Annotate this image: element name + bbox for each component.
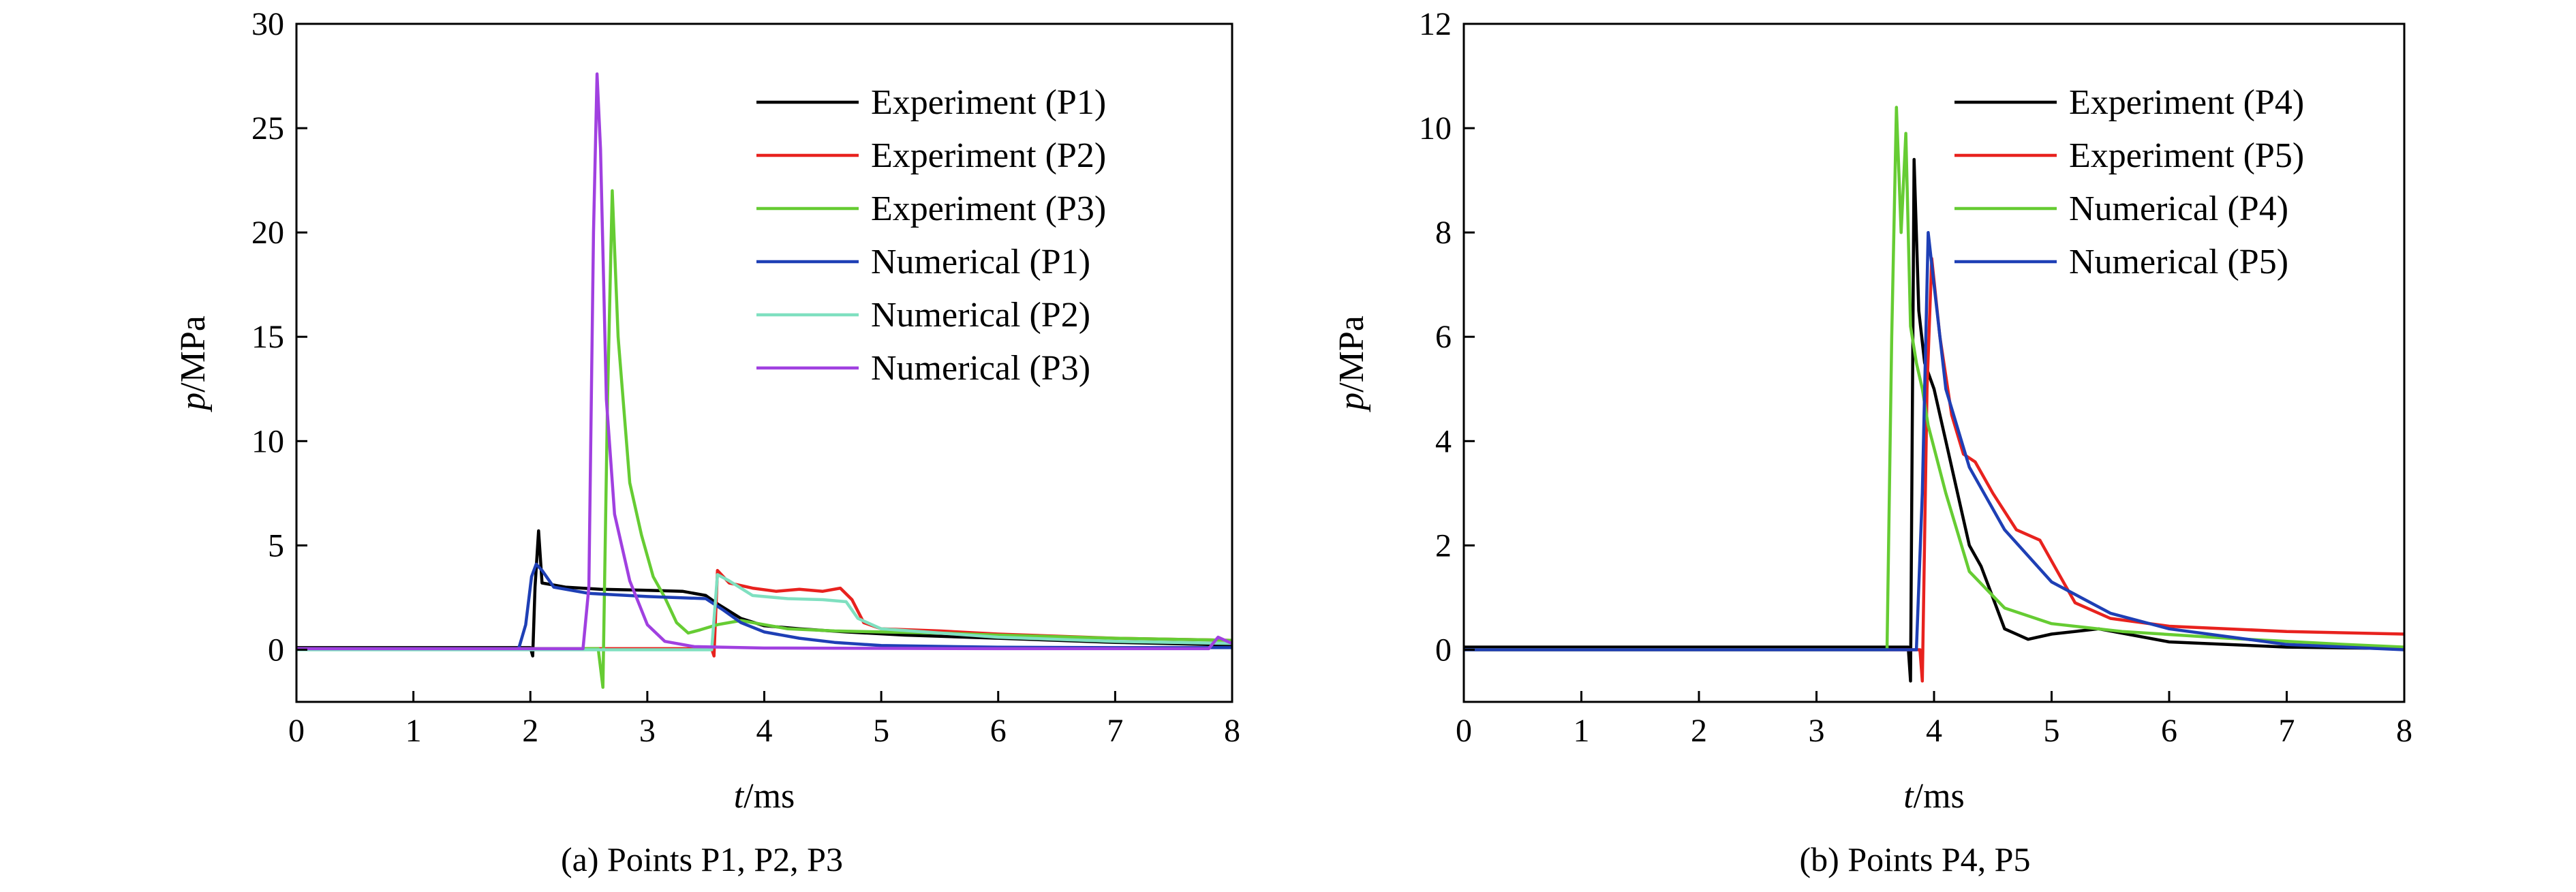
legend-entry: Experiment (P4)	[2069, 83, 2304, 122]
x-axis-variable: t	[1903, 777, 1914, 816]
x-tick-label: 7	[2279, 713, 2295, 749]
x-tick-label: 2	[522, 713, 538, 749]
x-tick-label: 2	[1691, 713, 1707, 749]
x-tick-label: 3	[639, 713, 656, 749]
y-tick-label: 15	[251, 319, 284, 355]
x-tick-label: 1	[1574, 713, 1590, 749]
x-tick-label: 5	[2044, 713, 2060, 749]
x-axis-variable: t	[734, 777, 745, 816]
x-tick-label: 8	[2396, 713, 2412, 749]
panel-caption: (b) Points P4, P5	[1800, 840, 2031, 878]
legend-entry: Experiment (P1)	[871, 83, 1106, 122]
y-tick-label: 8	[1435, 215, 1452, 251]
y-tick-label: 30	[251, 6, 284, 42]
x-tick-label: 4	[756, 713, 773, 749]
x-axis-unit: /ms	[1914, 777, 1965, 816]
plot-frame	[295, 22, 1233, 703]
legend-entry: Numerical (P5)	[2069, 243, 2288, 281]
series-line-experiment-p2	[296, 568, 1232, 658]
x-axis-label: t/ms	[1903, 777, 1965, 816]
y-tick-label: 0	[268, 632, 284, 668]
x-tick-label: 0	[1456, 713, 1472, 749]
x-tick-label: 5	[873, 713, 889, 749]
y-tick-label: 0	[1435, 632, 1452, 668]
y-tick-label: 5	[268, 527, 284, 564]
legend: Experiment (P1) Experiment (P2) Experiment…	[756, 83, 1106, 388]
x-tick-label: 4	[1926, 713, 1942, 749]
legend-entry: Experiment (P5)	[2069, 136, 2304, 175]
legend-entry: Numerical (P2)	[871, 296, 1090, 335]
y-tick-label: 10	[251, 423, 284, 459]
y-tick-label: 20	[251, 215, 284, 251]
y-axis-label: p/MPa	[174, 316, 213, 413]
series-line-numerical-p4	[1464, 106, 2404, 651]
y-axis-unit: /MPa	[174, 316, 213, 393]
y-tick-label: 10	[1419, 110, 1452, 147]
chart-panel-1: 0 1 2 3 4 5 6 7 8 0 5 10 15 20 25 30 t/ms p/MPa Experiment…	[174, 6, 1240, 878]
y-axis-variable: p	[1332, 393, 1371, 413]
x-tick-label: 6	[990, 713, 1007, 749]
y-tick-label: 25	[251, 110, 284, 147]
legend-entry: Experiment (P2)	[871, 136, 1106, 175]
x-axis-unit: /ms	[743, 777, 795, 816]
y-tick-label: 6	[1435, 319, 1452, 355]
x-tick-label: 8	[1224, 713, 1240, 749]
series-line-experiment-p5	[1464, 257, 2404, 683]
y-axis-variable: p	[174, 393, 213, 413]
x-tick-label: 7	[1107, 713, 1123, 749]
legend: Experiment (P4) Experiment (P5) Numerical …	[1954, 83, 2304, 281]
y-tick-label: 2	[1435, 527, 1452, 564]
x-tick-label: 6	[2161, 713, 2177, 749]
y-tick-label: 4	[1435, 423, 1452, 459]
series-line-numerical-p2	[296, 572, 1232, 651]
legend-entry: Numerical (P1)	[871, 243, 1090, 281]
x-tick-label: 3	[1809, 713, 1825, 749]
plot-frame	[1462, 22, 2406, 703]
x-axis-label: t/ms	[734, 777, 795, 816]
panel-caption: (a) Points P1, P2, P3	[561, 840, 843, 878]
y-axis-label: p/MPa	[1332, 316, 1371, 413]
legend-entry: Numerical (P3)	[871, 349, 1090, 388]
series-line-numerical-p1	[296, 562, 1232, 651]
x-tick-label: 0	[288, 713, 305, 749]
series-line-numerical-p3	[296, 72, 1232, 651]
y-axis-unit: /MPa	[1332, 316, 1371, 393]
x-tick-label: 1	[405, 713, 422, 749]
series-line-experiment-p3	[296, 189, 1232, 689]
legend-entry: Experiment (P3)	[871, 189, 1106, 228]
legend-entry: Numerical (P4)	[2069, 189, 2288, 228]
series-line-experiment-p4	[1464, 157, 2404, 683]
series-line-numerical-p5	[1464, 230, 2404, 651]
y-tick-label: 12	[1419, 6, 1452, 42]
